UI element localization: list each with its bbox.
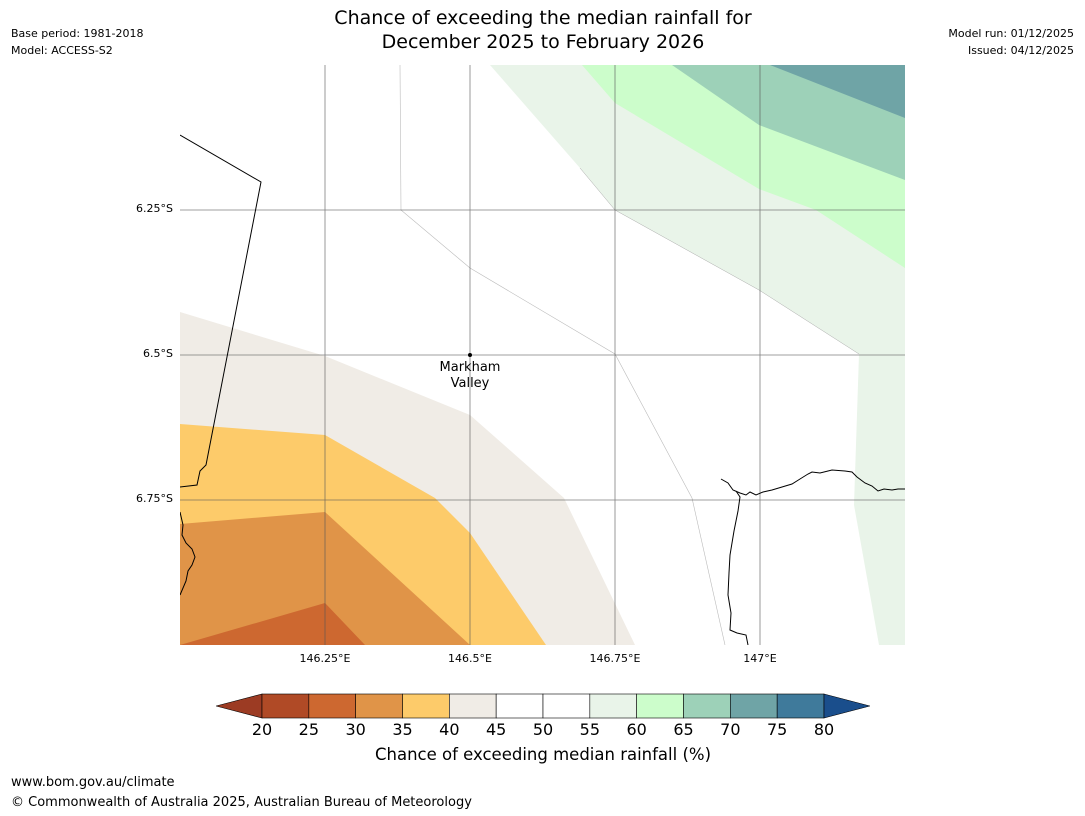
colorbar-tick-label: 60	[626, 720, 647, 739]
band-25-30	[180, 603, 365, 645]
place-label-line-1: Markham	[439, 360, 501, 375]
province-border	[180, 134, 262, 488]
footer-copyright: © Commonwealth of Australia 2025, Austra…	[11, 795, 472, 810]
band-70-75	[770, 65, 905, 118]
coastline-river	[727, 490, 749, 645]
colorbar-segment	[683, 693, 731, 719]
lon-label-146-75: 146.75°E	[589, 652, 641, 665]
metadata-left: Base period: 1981-2018 Model: ACCESS-S2	[11, 25, 143, 59]
band-55-60-east	[854, 354, 905, 645]
issued-date: Issued: 04/12/2025	[967, 44, 1074, 57]
lat-label-6-5: 6.5°S	[143, 347, 173, 360]
lon-label-146-5: 146.5°E	[448, 652, 492, 665]
colorbar-tick-label: 30	[345, 720, 366, 739]
colorbar-arrow-high	[823, 693, 872, 719]
colorbar-tick-label: 35	[392, 720, 413, 739]
contour-line	[579, 167, 860, 355]
colorbar-arrow-low	[214, 693, 263, 719]
model-name: Model: ACCESS-S2	[11, 44, 113, 57]
footer-url[interactable]: www.bom.gov.au/climate	[11, 775, 175, 790]
metadata-right: Model run: 01/12/2025 Issued: 04/12/2025	[948, 25, 1074, 59]
map-svg	[180, 65, 905, 645]
colorbar-tick-label: 55	[579, 720, 600, 739]
colorbar-segment	[776, 693, 825, 719]
title-line-1: Chance of exceeding the median rainfall …	[334, 7, 752, 29]
model-run: Model run: 01/12/2025	[948, 27, 1074, 40]
contour-line	[399, 65, 726, 645]
colorbar-tick-label: 40	[439, 720, 460, 739]
colorbar-segment	[261, 693, 310, 719]
colorbar-tick-label: 65	[673, 720, 694, 739]
title-line-2: December 2025 to February 2026	[381, 31, 705, 53]
place-label-line-2: Valley	[450, 376, 490, 391]
colorbar-segment	[542, 693, 591, 719]
location-marker	[468, 353, 472, 357]
forecast-map: Markham Valley	[180, 65, 905, 645]
colorbar-segment	[355, 693, 403, 719]
place-label: Markham Valley	[420, 360, 520, 392]
lon-label-147: 147°E	[743, 652, 777, 665]
colorbar-segment	[449, 693, 497, 719]
base-period: Base period: 1981-2018	[11, 27, 144, 40]
colorbar-segment	[589, 693, 637, 719]
lat-label-6-75: 6.75°S	[136, 492, 173, 505]
colorbar-tick-label: 45	[485, 720, 507, 739]
graticule	[180, 65, 905, 645]
colorbar-tick-label: 50	[532, 720, 554, 739]
colorbar-tick-label: 80	[813, 720, 835, 739]
colorbar-tick-label: 70	[720, 720, 741, 739]
colorbar-segment	[308, 693, 356, 719]
colorbar-segment	[730, 693, 778, 719]
coastline-west	[180, 511, 196, 596]
colorbar-label: Chance of exceeding median rainfall (%)	[374, 745, 712, 764]
lat-label-6-25: 6.25°S	[136, 202, 173, 215]
colorbar-tick-label: 20	[251, 720, 273, 739]
colorbar	[214, 692, 872, 720]
colorbar-tick-label: 25	[298, 720, 319, 739]
colorbar-segment	[636, 693, 684, 719]
colorbar-svg	[214, 693, 872, 719]
coastline-east	[720, 469, 905, 496]
colorbar-tick-label: 75	[766, 720, 788, 739]
lon-label-146-25: 146.25°E	[299, 652, 351, 665]
colorbar-segment	[402, 693, 450, 719]
map-title: Chance of exceeding the median rainfall …	[243, 6, 843, 54]
colorbar-segment	[495, 693, 544, 719]
